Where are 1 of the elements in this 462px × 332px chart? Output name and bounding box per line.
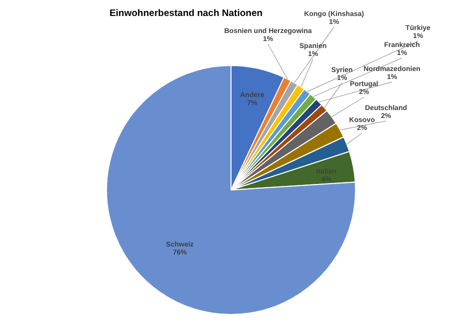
chart-title: Einwohnerbestand nach Nationen — [109, 8, 263, 19]
